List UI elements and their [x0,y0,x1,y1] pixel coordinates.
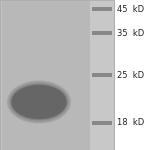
Bar [90,0,114,150]
Ellipse shape [8,81,70,123]
Bar [92,121,112,125]
Ellipse shape [11,84,68,120]
Bar [0,0,114,150]
Bar [92,31,112,35]
Bar [92,73,112,77]
Text: 35  kD: 35 kD [117,28,144,38]
Text: 45  kD: 45 kD [117,4,144,14]
Bar [2,0,90,150]
Ellipse shape [9,82,69,122]
Bar [92,7,112,11]
Ellipse shape [12,85,66,118]
Bar [0,0,114,150]
Text: 25  kD: 25 kD [117,70,144,80]
Text: 18  kD: 18 kD [117,118,144,127]
